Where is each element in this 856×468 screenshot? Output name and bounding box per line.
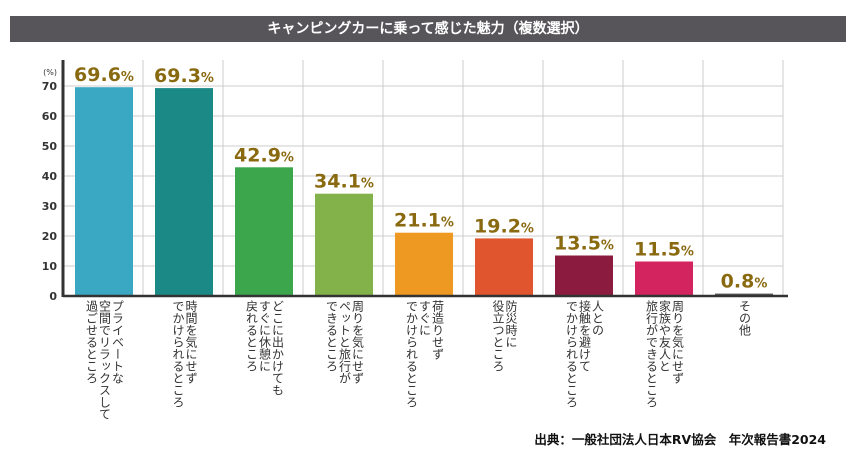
bar <box>475 238 533 296</box>
value-label: 21.1% <box>394 210 454 232</box>
bar <box>235 167 293 296</box>
value-label: 69.3% <box>154 65 214 87</box>
chart-title: キャンピングカーに乗って感じた魅力（複数選択） <box>10 16 846 42</box>
bar <box>155 88 213 296</box>
y-tick-label: 20 <box>42 230 58 243</box>
value-label: 42.9% <box>234 144 294 166</box>
bar <box>635 261 693 296</box>
bar <box>315 193 373 296</box>
bar <box>75 87 133 296</box>
value-label: 69.6% <box>74 64 134 86</box>
category-label: 周りを気にせず ペットと旅行が できるところ <box>324 300 365 384</box>
value-label: 0.8% <box>721 271 768 293</box>
category-label: 時間を気にせず でかけられるところ <box>171 300 198 408</box>
category-label: どこに出かけても すぐに休憩に 戻れるところ <box>244 300 285 396</box>
y-tick-label: 40 <box>42 170 58 183</box>
y-tick-label: 0 <box>49 290 57 303</box>
category-label: 防災時に 役立つところ <box>491 300 518 372</box>
value-label: 13.5% <box>554 233 614 255</box>
y-axis-unit: (%) <box>43 68 57 77</box>
category-label: 周りを気にせず 家族や友人と 旅行ができるところ <box>644 300 685 408</box>
value-label: 34.1% <box>314 171 374 193</box>
y-tick-label: 60 <box>42 110 58 123</box>
y-tick-label: 50 <box>42 140 58 153</box>
bar <box>555 255 613 296</box>
category-label: プライベートな 空間でリラックスして 過ごせるところ <box>84 300 125 420</box>
category-label: その他 <box>737 300 752 336</box>
y-tick-label: 30 <box>42 200 58 213</box>
value-label: 11.5% <box>634 239 694 261</box>
value-label: 19.2% <box>474 215 534 237</box>
y-tick-label: 10 <box>42 260 58 273</box>
bar <box>395 232 453 296</box>
y-tick-label: 70 <box>42 80 58 93</box>
category-label: 荷造りせず すぐに でかけられるところ <box>404 300 445 408</box>
category-label: 人との 接触を避けて でかけられるところ <box>564 300 605 408</box>
source-note: 出典：一般社団法人日本RV協会 年次報告書2024 <box>534 432 826 447</box>
